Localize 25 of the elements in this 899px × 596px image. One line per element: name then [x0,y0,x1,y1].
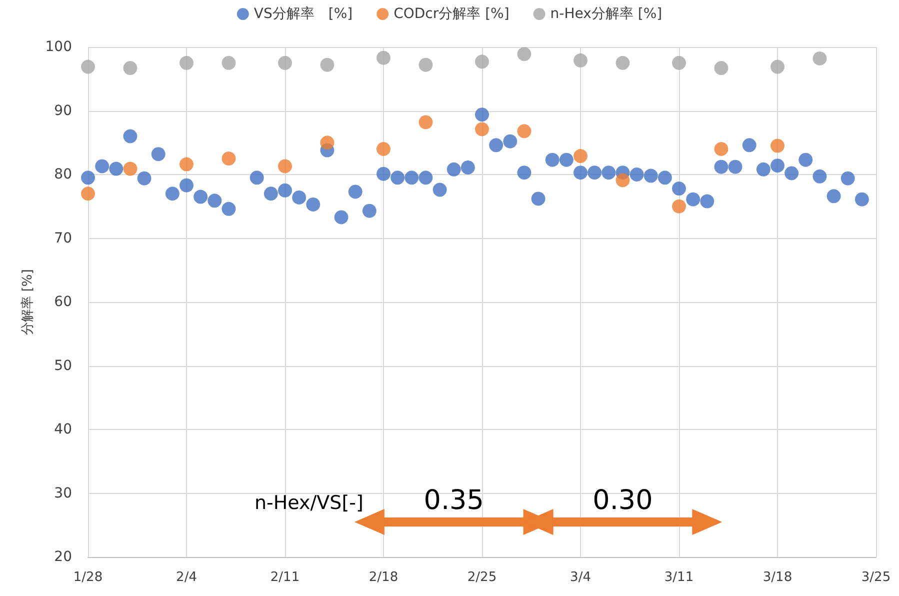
y-tick-label: 50 [54,358,72,374]
y-tick-label: 60 [54,294,72,310]
x-tick-label: 2/25 [467,570,497,585]
annotation: 0.30 [592,484,653,516]
legend-label: VS分解率 [%] [254,6,353,22]
legend-label: n-Hex分解率 [%] [550,6,662,22]
annotation: 0.35 [424,484,484,516]
x-tick-label: 3/18 [762,570,792,585]
y-tick-label: 90 [54,102,72,119]
y-tick-label: 70 [54,230,72,246]
x-tick-label: 3/4 [570,570,591,585]
y-axis-title: 分解率 [%] [19,269,36,335]
x-tick-label: 3/11 [664,570,694,585]
y-tick-label: 100 [45,39,72,55]
x-tick-label: 2/11 [270,570,300,585]
x-tick-label: 1/28 [73,570,103,585]
x-tick-label: 2/18 [368,570,398,585]
x-tick-label: 2/4 [176,570,197,585]
legend-label: CODcr分解率 [%] [394,6,510,22]
annotation: n-Hex/VS[-] [254,492,364,514]
y-tick-label: 30 [54,485,72,502]
y-tick-label: 20 [54,549,72,565]
y-tick-label: 80 [54,166,72,182]
x-tick-label: 3/25 [861,570,891,585]
y-tick-label: 40 [54,422,72,438]
